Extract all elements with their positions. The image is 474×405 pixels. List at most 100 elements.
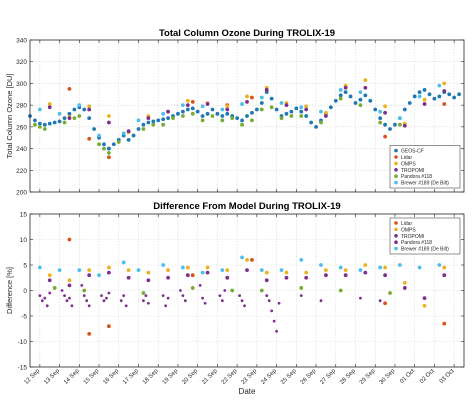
- legend-label: Brewer #189 (De Bilt): [401, 181, 449, 187]
- data-point: [289, 109, 294, 114]
- data-point: [437, 94, 442, 99]
- data-point: [200, 104, 205, 109]
- data-point: [279, 116, 284, 121]
- data-point: [422, 97, 427, 102]
- data-point: [97, 273, 101, 278]
- data-point: [437, 263, 442, 267]
- data-point: [87, 331, 92, 336]
- legend-marker: [394, 227, 398, 232]
- legend-label: TROPOMI: [401, 168, 424, 174]
- data-point: [294, 106, 299, 111]
- data-point: [348, 94, 353, 99]
- legend-label: GEOS-CF: [401, 149, 424, 155]
- data-point: [388, 291, 392, 295]
- legend-label: TROPOMI: [401, 234, 424, 240]
- data-point: [363, 78, 368, 83]
- data-point: [417, 265, 422, 270]
- data-point: [107, 120, 111, 125]
- data-point: [363, 270, 368, 275]
- x-tick-label: 16 Sep: [102, 368, 120, 386]
- data-point: [126, 275, 131, 280]
- data-point: [141, 122, 146, 127]
- y-tick-label: 260: [16, 124, 27, 131]
- data-point: [265, 294, 269, 297]
- data-point: [72, 116, 77, 121]
- data-point: [304, 275, 309, 280]
- data-point: [45, 304, 49, 308]
- data-point: [57, 111, 62, 116]
- data-point: [324, 110, 328, 115]
- data-point: [279, 101, 284, 105]
- data-point: [124, 304, 128, 308]
- data-point: [338, 265, 343, 270]
- data-point: [338, 96, 343, 101]
- data-point: [427, 92, 432, 97]
- data-point: [402, 280, 407, 285]
- data-point: [57, 119, 62, 124]
- data-point: [57, 268, 62, 272]
- legend-marker: [394, 148, 398, 153]
- data-point: [432, 96, 437, 101]
- data-point: [42, 122, 47, 127]
- data-point: [190, 99, 195, 104]
- data-point: [47, 121, 52, 126]
- data-point: [67, 278, 72, 283]
- data-point: [235, 116, 240, 121]
- data-point: [230, 116, 235, 121]
- data-point: [205, 111, 210, 116]
- data-point: [72, 107, 77, 112]
- data-point: [68, 296, 71, 300]
- legend-label: Pandora #118: [401, 174, 432, 180]
- data-point: [87, 273, 92, 278]
- data-point: [277, 301, 281, 305]
- data-point: [142, 299, 145, 303]
- x-tick-label: 25 Sep: [280, 368, 298, 386]
- series-tropomi: [47, 268, 447, 301]
- data-point: [452, 95, 457, 100]
- data-point: [210, 114, 215, 118]
- data-point: [37, 121, 42, 126]
- data-point: [195, 109, 200, 114]
- series-geos-cf: [28, 88, 461, 151]
- data-point: [119, 299, 123, 303]
- data-point: [111, 142, 116, 147]
- data-point: [225, 275, 230, 280]
- data-point: [180, 109, 185, 114]
- data-point: [215, 111, 220, 116]
- data-point: [245, 94, 249, 99]
- data-point: [180, 265, 185, 270]
- data-point: [270, 309, 274, 313]
- data-point: [299, 109, 304, 114]
- data-point: [250, 258, 254, 262]
- data-point: [328, 105, 333, 110]
- legend-label: Brewer #189 (De Bilt): [401, 247, 449, 253]
- y-tick-label: 0: [23, 288, 27, 295]
- data-point: [412, 94, 417, 99]
- data-point: [42, 127, 47, 131]
- data-point: [383, 273, 387, 278]
- data-point: [225, 111, 230, 116]
- data-point: [102, 299, 106, 303]
- data-point: [338, 288, 343, 293]
- data-point: [92, 127, 97, 131]
- data-point: [146, 301, 150, 305]
- data-point: [166, 268, 170, 272]
- data-point: [284, 275, 289, 280]
- data-point: [397, 263, 402, 267]
- series-pandora-118: [38, 284, 382, 333]
- data-point: [225, 107, 230, 112]
- series-pandora-118: [33, 96, 402, 155]
- data-point: [179, 289, 182, 292]
- y-axis-label: Difference [%]: [5, 267, 14, 314]
- data-point: [87, 304, 91, 308]
- data-point: [324, 114, 328, 118]
- y-tick-label: 5: [23, 263, 27, 270]
- x-tick-label: 18 Sep: [142, 368, 160, 386]
- data-point: [107, 155, 111, 160]
- data-point: [304, 114, 309, 118]
- data-point: [267, 299, 271, 303]
- data-point: [363, 85, 368, 90]
- y-tick-label: -5: [21, 314, 27, 321]
